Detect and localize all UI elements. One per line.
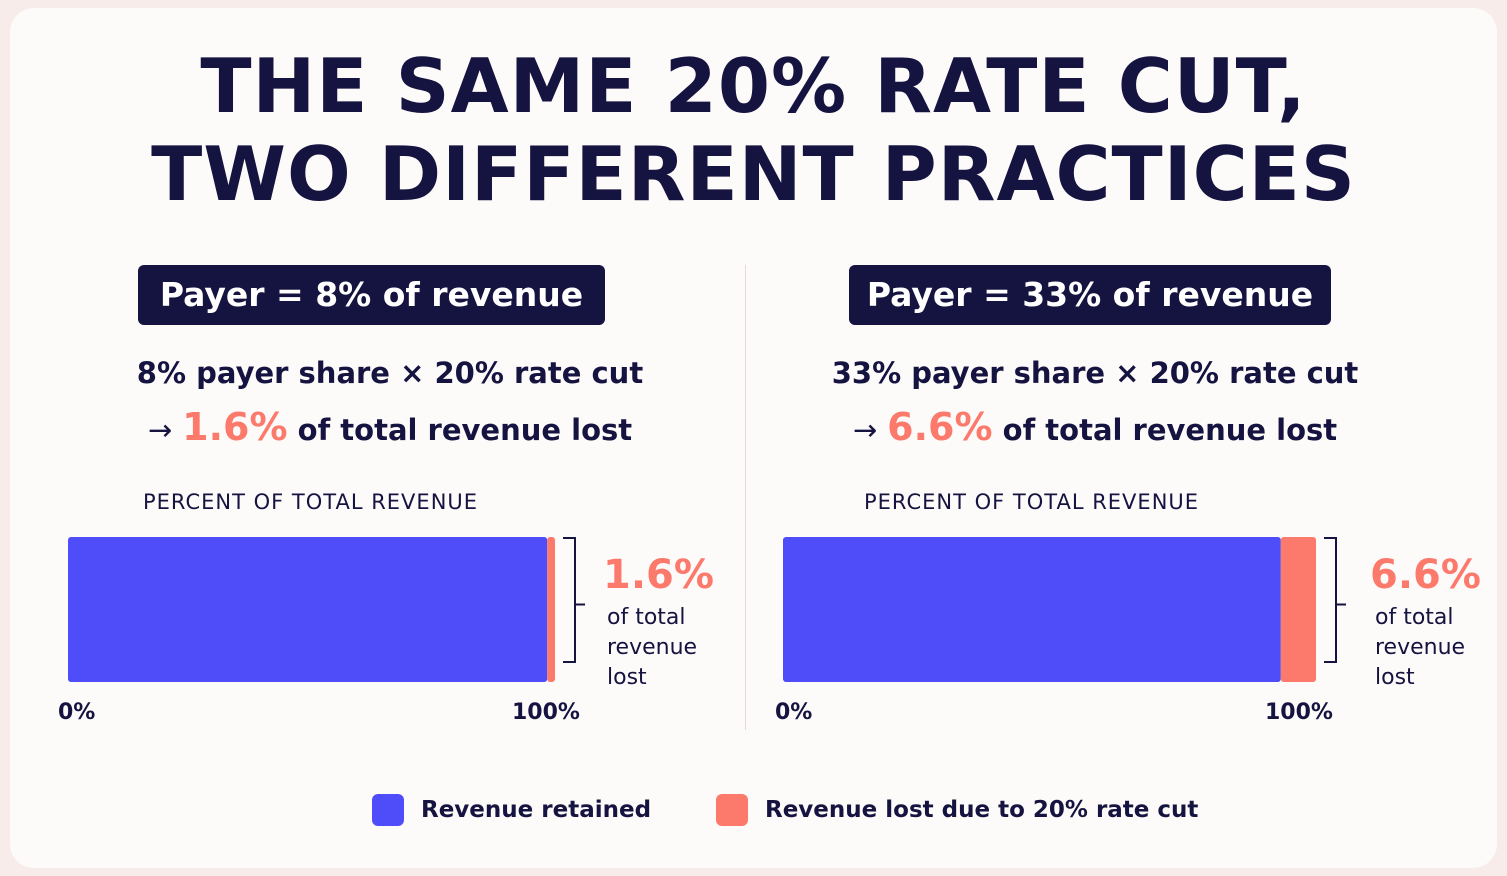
- right-callout-value: 6.6%: [1370, 552, 1481, 598]
- left-tick-end: 100%: [512, 700, 580, 725]
- left-callout-label: of total revenue lost: [607, 603, 717, 693]
- right-result: → 6.6% of total revenue lost: [760, 403, 1430, 451]
- left-stacked-bar: [68, 537, 585, 682]
- arrow-icon: →: [852, 413, 878, 447]
- left-formula: 8% payer share × 20% rate cut: [136, 356, 644, 390]
- panel-divider: [745, 265, 746, 730]
- right-tick-end: 100%: [1265, 700, 1333, 725]
- right-result-text: of total revenue lost: [1002, 413, 1338, 447]
- infographic-card: [10, 8, 1497, 868]
- right-callout-line: revenue: [1375, 635, 1466, 660]
- left-callout-value: 1.6%: [603, 552, 714, 598]
- left-callout-line: lost: [607, 665, 647, 690]
- bar-segment-lost: [1280, 537, 1316, 682]
- left-callout-line: of total: [607, 605, 686, 630]
- right-result-value: 6.6%: [887, 405, 993, 449]
- arrow-icon: →: [147, 413, 173, 447]
- title-line-1: THE SAME 20% RATE CUT,: [200, 42, 1307, 130]
- page-title: THE SAME 20% RATE CUT, TWO DIFFERENT PRA…: [0, 42, 1507, 218]
- left-payer-pill: Payer = 8% of revenue: [138, 265, 605, 325]
- bracket-icon: [1324, 537, 1346, 663]
- left-result-text: of total revenue lost: [297, 413, 633, 447]
- left-result-value: 1.6%: [182, 405, 288, 449]
- right-payer-pill: Payer = 33% of revenue: [849, 265, 1331, 325]
- right-callout-line: of total: [1375, 605, 1454, 630]
- right-stacked-bar: [783, 537, 1346, 682]
- left-chart-caption: PERCENT OF TOTAL REVENUE: [143, 490, 479, 514]
- left-tick-start: 0%: [58, 700, 96, 725]
- legend-label-retained: Revenue retained: [421, 797, 652, 823]
- left-callout-line: revenue: [607, 635, 698, 660]
- right-callout-label: of total revenue lost: [1375, 603, 1485, 693]
- bar-segment-retained: [68, 537, 548, 682]
- bar-segment-lost: [547, 537, 555, 682]
- bracket-icon: [563, 537, 585, 663]
- left-result: → 1.6% of total revenue lost: [60, 403, 720, 451]
- bar-segment-retained: [783, 537, 1281, 682]
- legend-swatch-lost: [716, 794, 748, 826]
- right-chart-caption: PERCENT OF TOTAL REVENUE: [864, 490, 1200, 514]
- right-tick-start: 0%: [775, 700, 813, 725]
- title-line-2: TWO DIFFERENT PRACTICES: [151, 130, 1356, 218]
- right-formula: 33% payer share × 20% rate cut: [831, 356, 1359, 390]
- legend-label-lost: Revenue lost due to 20% rate cut: [765, 797, 1199, 823]
- legend-swatch-retained: [372, 794, 404, 826]
- right-callout-line: lost: [1375, 665, 1415, 690]
